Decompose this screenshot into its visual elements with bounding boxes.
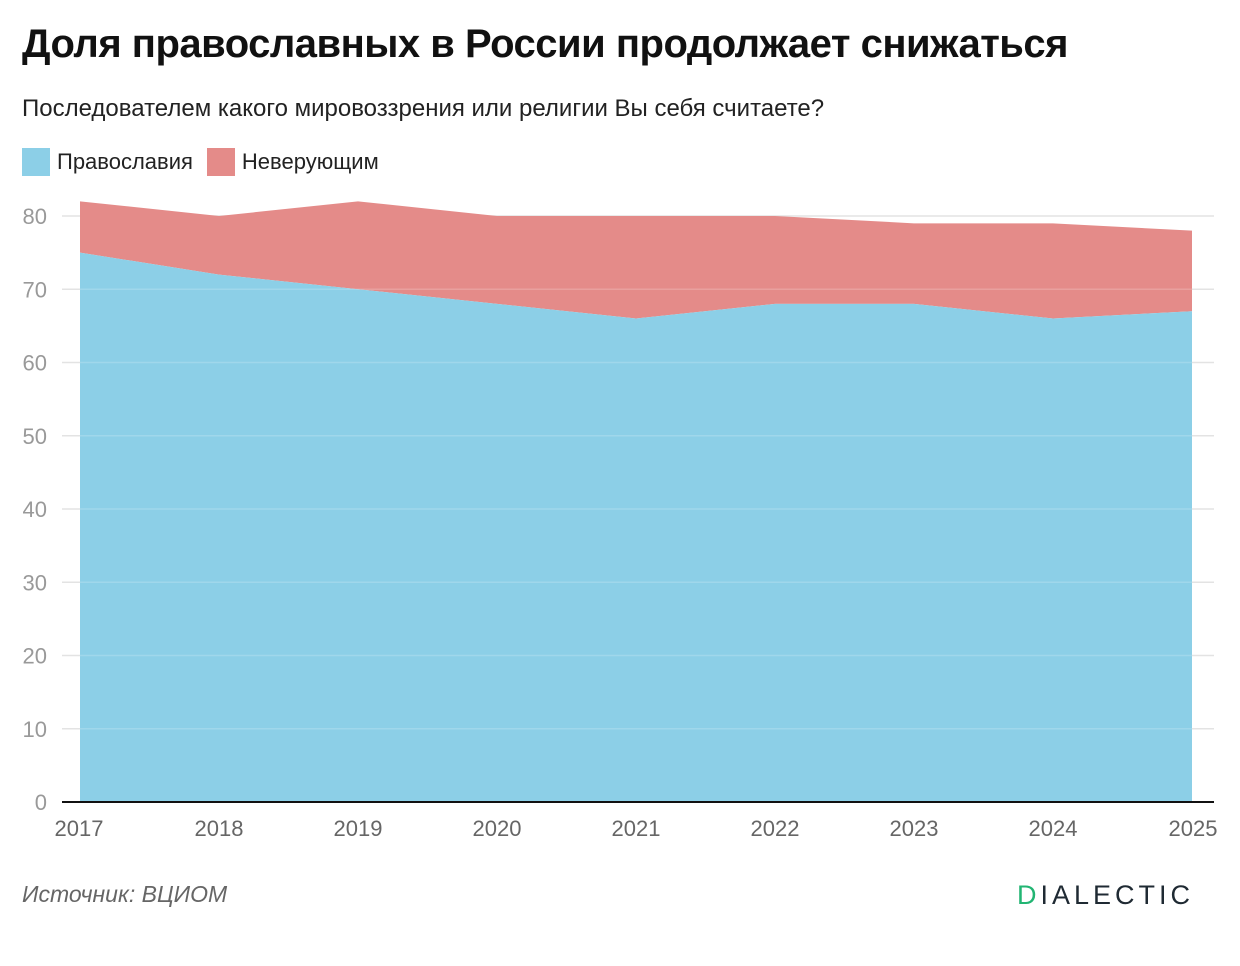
chart-title: Доля православных в России продолжает сн…	[22, 22, 1068, 66]
x-tick-label-2024: 2024	[1029, 816, 1078, 841]
x-tick-label-2025: 2025	[1169, 816, 1218, 841]
x-tick-label-2021: 2021	[612, 816, 661, 841]
brand-logo: DIALECTIC	[1017, 880, 1194, 911]
source-note: Источник: ВЦИОМ	[22, 881, 228, 907]
brand-rest: IALECTIC	[1040, 880, 1194, 910]
y-tick-label-70: 70	[23, 277, 47, 302]
y-tick-label-10: 10	[23, 717, 47, 742]
y-tick-label-50: 50	[23, 424, 47, 449]
x-tick-label-2017: 2017	[55, 816, 104, 841]
y-tick-label-0: 0	[35, 790, 47, 815]
legend-label-nonbelievers: Неверующим	[241, 149, 379, 174]
legend-item-orthodox: Православия	[22, 148, 193, 176]
legend-label-orthodox: Православия	[57, 149, 193, 174]
brand-first-letter: D	[1016, 880, 1041, 910]
x-tick-label-2018: 2018	[195, 816, 244, 841]
x-tick-label-2023: 2023	[890, 816, 939, 841]
legend-swatch-orthodox	[22, 148, 50, 176]
x-tick-label-2022: 2022	[751, 816, 800, 841]
legend-item-nonbelievers: Неверующим	[206, 148, 379, 176]
x-tick-label-2020: 2020	[473, 816, 522, 841]
x-tick-label-2019: 2019	[334, 816, 383, 841]
legend: Православия Неверующим	[22, 148, 379, 176]
area-series-orthodox	[80, 252, 1192, 802]
y-tick-label-60: 60	[23, 351, 47, 376]
y-tick-label-20: 20	[23, 644, 47, 669]
legend-swatch-nonbelievers	[206, 148, 235, 176]
y-tick-label-40: 40	[23, 497, 47, 522]
y-tick-label-80: 80	[23, 204, 47, 229]
y-tick-label-30: 30	[23, 570, 47, 595]
chart-subtitle: Последователем какого мировоззрения или …	[22, 95, 825, 122]
